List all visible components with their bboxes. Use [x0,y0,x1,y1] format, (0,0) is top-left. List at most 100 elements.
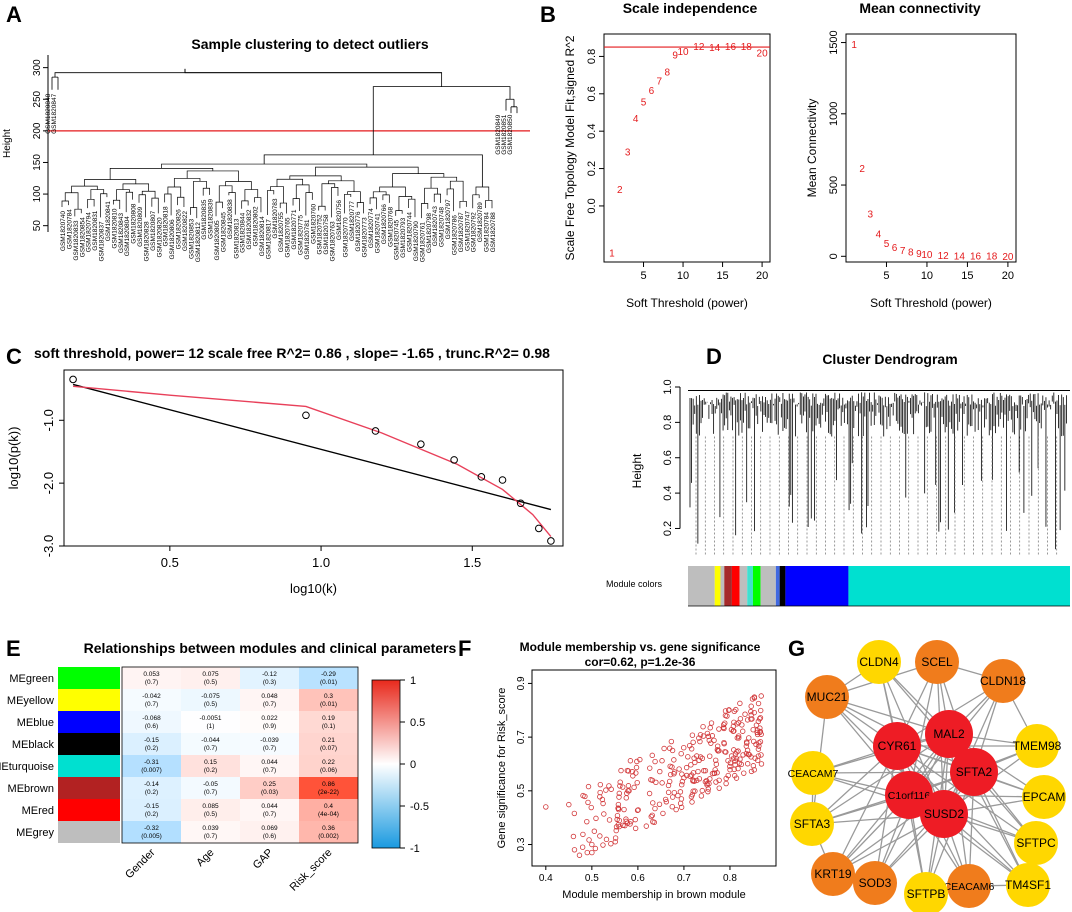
panel-f-point [700,733,707,739]
panel-a-leaf-label: GSM1820792 [471,212,478,252]
panel-e-cell [299,733,358,755]
panel-g-edge [832,771,975,875]
panel-b-point-label: 12 [938,251,950,262]
panel-a-leaf-label: GSM1820776 [355,211,362,251]
panel-f-point [677,800,684,807]
panel-f-point [614,816,620,823]
panel-b-xtick-label: 5 [883,270,889,282]
panel-f-point [591,828,598,834]
panel-g-node [857,640,901,684]
panel-f-point [665,789,672,796]
panel-f-ytick-label: 0.9 [516,676,527,690]
panel-a-leaf-label: GSM1820790 [413,221,420,261]
panel-a-branch [398,196,413,211]
panel-f-point [727,767,733,773]
panel-f-point [681,745,687,751]
panel-a-leaf-label: GSM1820774 [368,208,375,248]
panel-f-point [757,728,764,735]
panel-a-leaf-label: GSM1820826 [176,209,183,249]
panel-e-row-label: MEblue [17,717,54,729]
panel-e-cell-value: 0.053 [143,671,160,678]
panel-e-cell [240,667,299,689]
panel-f-point [728,753,735,759]
panel-e-cell-pvalue: (2e-22) [318,789,339,796]
panel-f-point [597,789,603,796]
panel-f-point [671,789,678,796]
panel-e-cell [299,667,358,689]
panel-f-point [613,827,619,834]
panel-a-branch [228,192,236,215]
panel-f-point [663,799,670,805]
panel-g-node-label: TM4SF1 [1005,878,1051,892]
panel-g-node [873,722,921,770]
panel-g-node-label: CEACAM7 [788,768,839,780]
panel-f-point [589,841,595,848]
panel-a-branch [382,194,390,203]
panel-f-point [716,777,722,783]
panel-f-point [699,787,705,794]
panel-e-cell-pvalue: (0.7) [204,833,217,840]
panel-b-ytick-label: 0.2 [586,161,598,176]
panel-g-node [811,852,855,896]
panel-a-branch [263,154,483,187]
panel-a-leaf-label: GSM1820752 [317,214,324,254]
panel-f-point [679,781,685,788]
panel-a-outlier-label: GSM1820850 [507,114,514,154]
panel-b-xtick-label: 15 [961,270,973,282]
panel-b-ylabel: Mean Connectivity [805,99,819,198]
panel-d-module-segment [731,566,740,606]
panel-f-point [617,783,623,789]
panel-g-node-label: CEACAM6 [944,881,995,893]
panel-b-point-label: 20 [1002,252,1014,263]
panel-f-point [701,768,707,774]
panel-e-cell [181,755,240,777]
panel-e-cell [181,667,240,689]
panel-f-point [570,833,577,840]
panel-a-branch [289,175,342,181]
panel-f-point [725,758,731,764]
panel-b-point-label: 10 [677,47,689,58]
panel-b-point-label: 14 [709,43,721,54]
panel-f-point [631,784,637,791]
panel-f-xtick-label: 0.7 [677,873,691,884]
panel-b-point-label: 6 [649,86,655,97]
panel-a-leaf-label: GSM1820788 [490,212,497,252]
panel-g-node [1006,863,1050,907]
panel-f-point [707,753,713,759]
panel-b-xtick-label: 10 [677,270,689,282]
panel-e-cell [122,733,181,755]
panel-c-xtick-label: 0.5 [161,555,179,570]
panel-e-cell [240,711,299,733]
panel-e-frame [121,666,359,844]
panel-e-cell [240,799,299,821]
panel-e-cell [181,733,240,755]
panel-b-right-title: Mean connectivity [859,0,981,16]
panel-e-cell-value: -0.044 [201,737,220,744]
panel-a-leaf-label: GSM1820828 [143,221,150,261]
panel-f-point [632,816,639,823]
panel-f-point [625,783,632,789]
panel-e-cell-pvalue: (0.2) [204,767,217,774]
panel-f-point [652,758,658,765]
panel-e-cell-value: -0.32 [144,825,159,832]
panel-b-ytick-label: 0.0 [586,198,598,213]
panel-g-node [805,675,849,719]
panel-f-point [616,794,622,800]
panel-e-cell-pvalue: (0.007) [141,767,162,774]
panel-a-leaf-label: GSM1820841 [105,201,112,241]
panel-a-branch [331,187,339,218]
panel-f-point [627,758,634,764]
panel-e-cell-pvalue: (4e-04) [318,811,339,818]
panel-e-cell [299,689,358,711]
panel-f-point [597,781,604,788]
panel-d-module-label: Module colors [606,579,663,589]
panel-a-leaf-label: GSM1820781 [304,219,311,259]
panel-f-point [643,823,650,829]
panel-f-point [593,815,599,822]
panel-a-leaf-label: GSM1820831 [92,210,99,250]
panel-c-point [516,499,525,508]
panel-a-leaf-label: GSM1820820 [156,217,163,257]
panel-e-row-label: MEturquoise [0,761,54,773]
panel-f-point [754,729,760,736]
panel-e-cell [122,821,181,843]
